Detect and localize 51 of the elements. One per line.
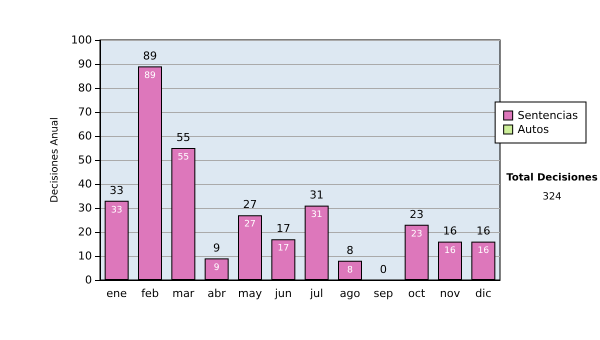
x-tick-label: nov xyxy=(440,287,461,300)
y-tick-label: 100 xyxy=(71,34,92,46)
y-tick-label: 10 xyxy=(78,250,92,262)
total-label: 0 xyxy=(380,263,387,276)
data-label: 17 xyxy=(278,244,290,254)
data-label: 8 xyxy=(347,265,354,276)
total-label: 55 xyxy=(176,131,190,144)
data-label: 16 xyxy=(478,246,490,256)
y-tick-label: 60 xyxy=(78,130,92,142)
data-label: 16 xyxy=(444,246,456,256)
data-label: 31 xyxy=(310,210,322,220)
text: 324 xyxy=(542,192,562,202)
y-axis-title: Decisiones Anual xyxy=(50,117,61,203)
total-label: 9 xyxy=(213,241,220,254)
data-label: 89 xyxy=(144,70,156,81)
legend-label: Sentencias xyxy=(518,109,578,122)
data-label: 33 xyxy=(110,205,122,216)
x-tick-label: ago xyxy=(340,287,360,300)
data-label: 55 xyxy=(178,152,190,162)
x-tick-label: sep xyxy=(374,287,394,300)
x-tick-label: feb xyxy=(141,287,159,300)
x-tick-label: mar xyxy=(172,287,195,300)
total-label: 27 xyxy=(243,198,257,212)
y-tick-label: 30 xyxy=(78,202,92,214)
y-tick-label: 40 xyxy=(78,178,92,190)
data-label: 9 xyxy=(214,262,220,273)
x-tick-label: may xyxy=(238,287,262,300)
x-tick-label: abr xyxy=(208,287,226,300)
y-tick-label: 50 xyxy=(78,154,92,166)
total-label: 17 xyxy=(276,222,290,236)
x-tick-label: dic xyxy=(475,287,492,300)
total-label: 16 xyxy=(443,224,457,238)
y-tick-label: 80 xyxy=(78,82,92,94)
total-label: 33 xyxy=(110,184,124,197)
text: Total Decisiones xyxy=(506,172,598,184)
y-tick-label: 0 xyxy=(85,274,92,286)
y-tick-label: 70 xyxy=(78,106,92,118)
x-tick-label: jul xyxy=(309,287,324,300)
data-label: 27 xyxy=(244,220,256,230)
total-label: 8 xyxy=(346,244,354,257)
x-tick-label: ene xyxy=(106,287,128,300)
x-tick-label: jun xyxy=(274,287,292,300)
total-label: 16 xyxy=(476,224,490,238)
legend-label: Autos xyxy=(518,123,550,136)
total-label: 31 xyxy=(310,188,324,202)
total-label: 23 xyxy=(410,208,424,221)
y-tick-label: 90 xyxy=(78,58,92,70)
data-label: 23 xyxy=(410,229,422,240)
y-tick-label: 20 xyxy=(78,226,92,238)
x-tick-label: oct xyxy=(408,287,426,300)
total-label: 89 xyxy=(143,49,157,62)
